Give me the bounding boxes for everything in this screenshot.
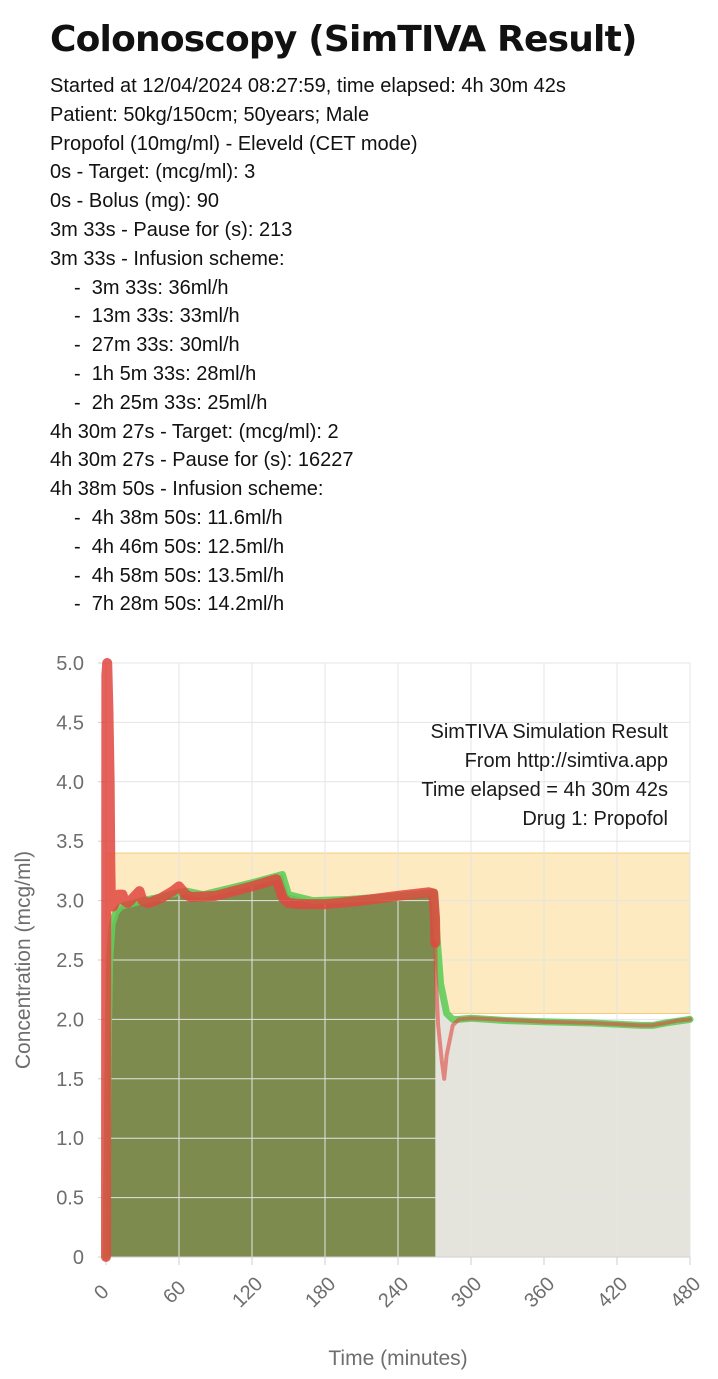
infusion-step-line: - 3m 33s: 36ml/h	[74, 276, 229, 299]
log-line: Patient: 50kg/150cm; 50years; Male	[50, 103, 370, 126]
log-line: 0s - Target: (mcg/ml): 3	[50, 161, 256, 184]
x-axis-title: Time (minutes)	[328, 1347, 467, 1370]
x-tick-label: 240	[374, 1273, 413, 1312]
x-tick-label: 180	[301, 1273, 340, 1312]
x-tick-label: 120	[228, 1273, 267, 1312]
infusion-step-line: - 4h 38m 50s: 11.6ml/h	[74, 506, 283, 529]
plasma-concentration-predicted-line	[433, 940, 692, 1081]
log-line: 0s - Bolus (mg): 90	[50, 190, 219, 213]
chart-annotation: Drug 1: Propofol	[522, 808, 668, 830]
log-line: Started at 12/04/2024 08:27:59, time ela…	[50, 75, 566, 97]
y-tick-label: 2.0	[56, 1009, 84, 1031]
x-tick-label: 0	[90, 1281, 113, 1304]
future-concentration-area	[435, 907, 690, 1257]
page-title: Colonoscopy (SimTIVA Result)	[50, 19, 637, 60]
x-tick-label: 300	[447, 1273, 486, 1312]
plasma-concentration-line	[101, 658, 441, 1262]
chart-annotation: Time elapsed = 4h 30m 42s	[421, 779, 668, 801]
infusion-step-line: - 13m 33s: 33ml/h	[74, 305, 240, 328]
y-tick-label: 5.0	[56, 653, 84, 675]
infusion-step-line: - 2h 25m 33s: 25ml/h	[74, 391, 268, 414]
log-line: 4h 30m 27s - Pause for (s): 16227	[50, 449, 354, 472]
log-line: 4h 38m 50s - Infusion scheme:	[50, 478, 324, 501]
chart-annotation: From http://simtiva.app	[465, 750, 668, 772]
log-line: Propofol (10mg/ml) - Eleveld (CET mode)	[50, 132, 418, 155]
log-line: 3m 33s - Pause for (s): 213	[50, 218, 293, 241]
event-log: Started at 12/04/2024 08:27:59, time ela…	[50, 72, 566, 619]
infusion-step-line: - 1h 5m 33s: 28ml/h	[74, 362, 257, 385]
y-tick-label: 0	[73, 1247, 84, 1269]
x-tick-label: 480	[666, 1273, 705, 1312]
log-line: 4h 30m 27s - Target: (mcg/ml): 2	[50, 420, 339, 443]
y-tick-label: 1.0	[56, 1128, 84, 1150]
y-tick-label: 4.5	[56, 712, 84, 734]
x-tick-label: 360	[520, 1273, 559, 1312]
y-tick-label: 3.5	[56, 831, 84, 853]
y-tick-label: 2.5	[56, 950, 84, 972]
x-tick-label: 60	[159, 1277, 190, 1308]
infusion-step-line: - 4h 58m 50s: 13.5ml/h	[74, 564, 285, 587]
y-tick-label: 3.0	[56, 891, 84, 913]
y-tick-label: 4.0	[56, 772, 84, 794]
infusion-step-line: - 7h 28m 50s: 14.2ml/h	[74, 593, 285, 616]
x-tick-label: 420	[593, 1273, 632, 1312]
concentration-chart: 0 0.5 1.0 1.5 2.0 2.5 3.0 3.5 4.0 4.5 5.0 0 60 120 180…	[0, 640, 718, 1379]
chart-annotation: SimTIVA Simulation Result	[431, 721, 669, 743]
elapsed-concentration-area	[106, 874, 436, 1257]
infusion-step-line: - 27m 33s: 30ml/h	[74, 334, 240, 357]
infusion-step-line: - 4h 46m 50s: 12.5ml/h	[74, 535, 285, 558]
y-tick-label: 1.5	[56, 1069, 84, 1091]
y-tick-label: 0.5	[56, 1188, 84, 1210]
y-axis-title: Concentration (mcg/ml)	[12, 851, 35, 1069]
log-line: 3m 33s - Infusion scheme:	[50, 247, 285, 270]
concentration-chart-svg: 0 0.5 1.0 1.5 2.0 2.5 3.0 3.5 4.0 4.5 5.0 0 60 120 180…	[12, 653, 705, 1370]
